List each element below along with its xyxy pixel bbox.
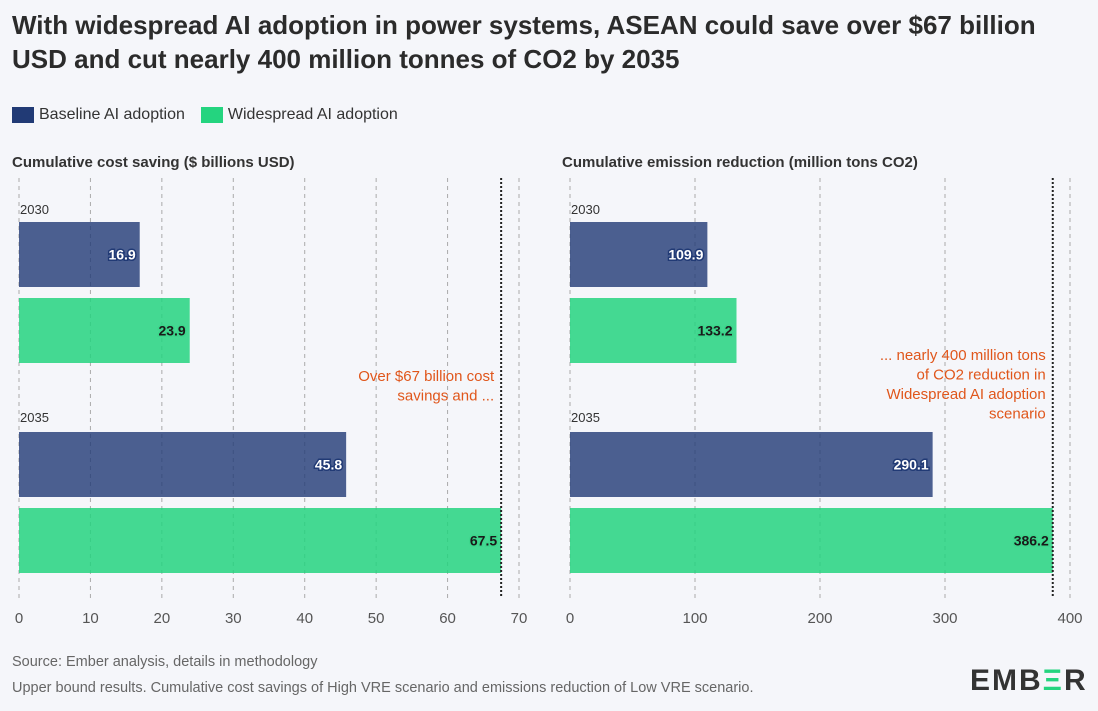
right-chart-title: Cumulative emission reduction (million t… bbox=[562, 154, 918, 171]
x-tick-label: 30 bbox=[225, 610, 242, 627]
bar-widespread bbox=[570, 298, 737, 363]
legend: Baseline AI adoption Widespread AI adopt… bbox=[12, 106, 398, 124]
legend-swatch-widespread bbox=[200, 107, 223, 123]
x-tick-label: 20 bbox=[154, 610, 171, 627]
left-chart-title: Cumulative cost saving ($ billions USD) bbox=[12, 154, 295, 171]
bar-widespread bbox=[570, 508, 1053, 573]
annotation: ... nearly 400 million tons of CO2 reduct… bbox=[880, 347, 1046, 423]
x-tick-label: 200 bbox=[807, 610, 832, 627]
data-label: 16.9 bbox=[108, 247, 135, 263]
category-label: 2035 bbox=[571, 410, 600, 425]
category-label: 2030 bbox=[571, 202, 600, 217]
source-note: Source: Ember analysis, details in metho… bbox=[12, 654, 318, 670]
bar-widespread bbox=[19, 298, 190, 363]
legend-swatch-baseline bbox=[12, 107, 34, 123]
x-tick-label: 0 bbox=[15, 610, 23, 627]
data-label: 386.2 bbox=[1014, 533, 1049, 549]
data-label: 290.1 bbox=[894, 457, 929, 473]
bar-widespread bbox=[19, 508, 502, 573]
data-label: 67.5 bbox=[470, 533, 497, 549]
x-tick-label: 100 bbox=[682, 610, 707, 627]
data-label: 23.9 bbox=[158, 323, 185, 339]
x-tick-label: 70 bbox=[511, 610, 528, 627]
x-tick-label: 400 bbox=[1057, 610, 1082, 627]
bar-baseline bbox=[570, 222, 708, 287]
chart-title: With widespread AI adoption in power sys… bbox=[12, 10, 1036, 74]
x-tick-label: 40 bbox=[296, 610, 313, 627]
data-label: 45.8 bbox=[315, 457, 342, 473]
ember-logo: EMBΞR bbox=[970, 664, 1088, 697]
legend-item-baseline: Baseline AI adoption bbox=[12, 106, 185, 124]
bar-baseline bbox=[19, 222, 140, 287]
data-label: 109.9 bbox=[668, 247, 703, 263]
bar-baseline bbox=[570, 432, 933, 497]
x-tick-label: 300 bbox=[932, 610, 957, 627]
category-label: 2030 bbox=[20, 202, 49, 217]
data-label: 133.2 bbox=[697, 323, 732, 339]
x-tick-label: 50 bbox=[368, 610, 385, 627]
legend-label: Widespread AI adoption bbox=[227, 106, 398, 123]
footnote: Upper bound results. Cumulative cost sav… bbox=[12, 680, 754, 696]
x-tick-label: 10 bbox=[82, 610, 99, 627]
category-label: 2035 bbox=[20, 410, 49, 425]
annotation: Over $67 billion cost savings and ... bbox=[358, 368, 495, 405]
x-tick-label: 60 bbox=[439, 610, 456, 627]
bar-baseline bbox=[19, 432, 347, 497]
legend-item-widespread: Widespread AI adoption bbox=[200, 106, 398, 124]
x-tick-label: 0 bbox=[566, 610, 574, 627]
legend-label: Baseline AI adoption bbox=[39, 106, 185, 123]
